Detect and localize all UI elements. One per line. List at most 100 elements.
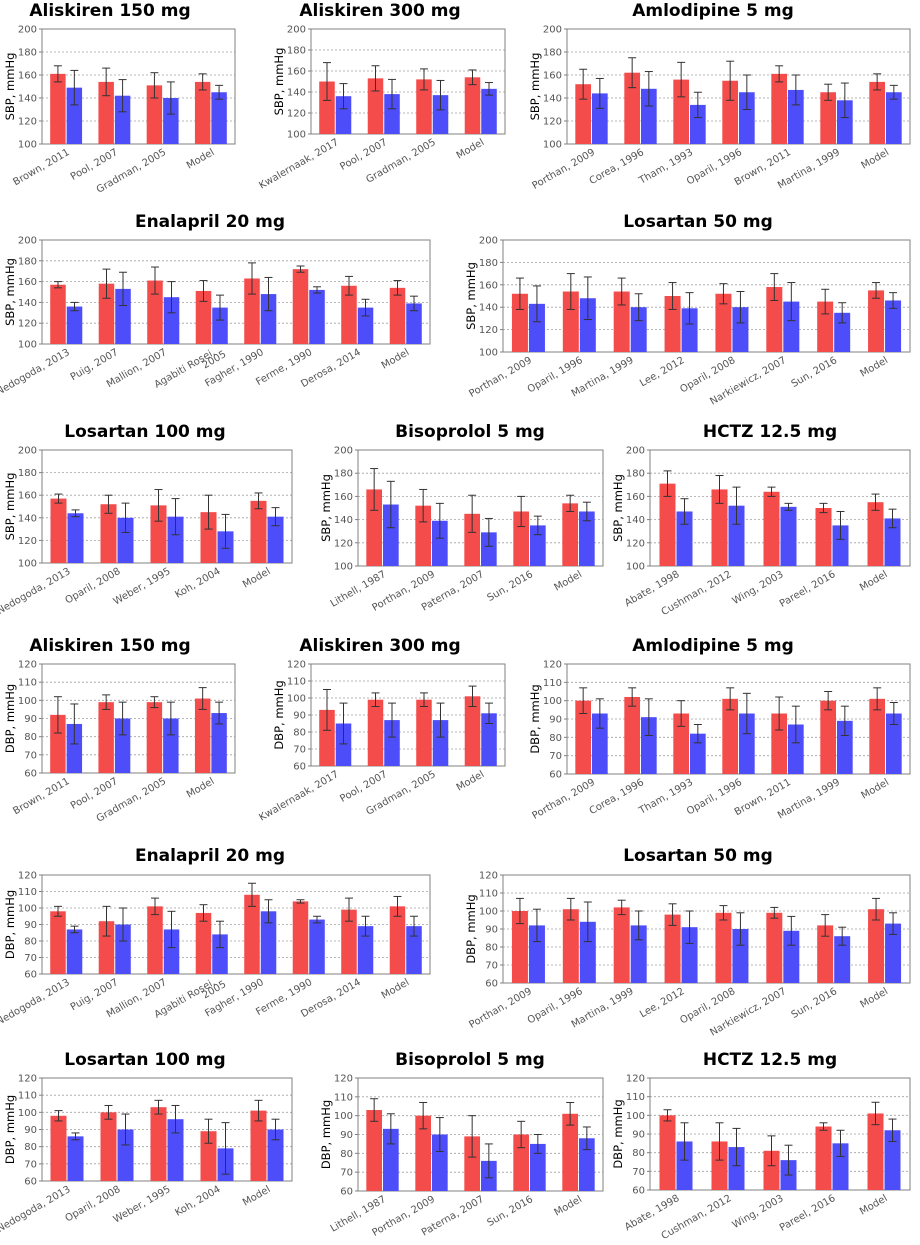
bar-red — [673, 79, 689, 144]
bar-blue — [114, 718, 131, 773]
x-category-label: Corea, 1996 — [588, 777, 646, 817]
bar-red — [244, 894, 260, 974]
bar-red — [366, 1110, 382, 1191]
x-category-label: Model — [858, 1193, 890, 1218]
y-tick-label: 80 — [340, 1149, 353, 1160]
bar-red — [367, 78, 384, 134]
bar-red — [146, 702, 163, 773]
plot-frame — [649, 1077, 911, 1191]
chart-title: Losartan 50 mg — [623, 212, 773, 232]
bar-blue — [115, 924, 131, 974]
bar-blue — [834, 936, 851, 983]
y-axis-label: SBP, mmHg — [464, 262, 478, 330]
y-tick-label: 160 — [18, 71, 37, 82]
y-tick-label: 100 — [287, 694, 306, 705]
bar-red — [817, 925, 834, 983]
x-category-label: Porthan, 2009 — [467, 355, 534, 400]
bar-blue — [530, 1143, 546, 1191]
bar-red — [244, 278, 260, 344]
bar-blue — [528, 925, 545, 983]
plot-frame — [357, 1077, 604, 1192]
chart-title: Aliskiren 150 mg — [29, 636, 190, 656]
bar-red — [613, 907, 630, 983]
x-category-label: Model — [380, 347, 412, 372]
bar-blue — [66, 306, 83, 344]
bar-blue — [260, 911, 277, 974]
chart-panel: Losartan 100 mg 100 120 140 160 180 200 SBP, mm… — [0, 422, 293, 617]
bar-blue — [117, 517, 134, 563]
chart-title: Enalapril 20 mg — [135, 846, 285, 866]
bar-blue — [384, 94, 400, 134]
y-axis-label: SBP, mmHg — [319, 474, 333, 542]
bar-blue — [579, 921, 596, 983]
chart-panel: Bisoprolol 5 mg 60 70 80 90 100 110 120 DBP, mmH… — [319, 1050, 604, 1239]
bar-red — [711, 1141, 728, 1190]
bar-red — [150, 505, 167, 563]
x-category-label: Lee, 2012 — [638, 986, 686, 1020]
chart-panel: Aliskiren 150 mg 60 70 80 90 100 110 120 DBP, mm… — [3, 636, 236, 825]
bar-red — [389, 906, 406, 974]
plot-frame — [41, 874, 431, 975]
y-tick-label: 80 — [293, 728, 306, 739]
y-tick-label: 80 — [549, 733, 562, 744]
bar-blue — [309, 289, 325, 344]
x-category-label: Model — [241, 566, 273, 591]
bar-blue — [780, 506, 797, 566]
y-tick-label: 180 — [334, 469, 353, 480]
y-tick-label: 100 — [334, 562, 353, 573]
y-tick-label: 100 — [334, 1111, 353, 1122]
bar-red — [319, 81, 335, 134]
chart-panel: Aliskiren 300 mg 100 120 140 160 180 200 SBP, m… — [257, 1, 506, 192]
bar-red — [341, 285, 357, 344]
y-tick-label: 180 — [18, 256, 37, 267]
y-axis-label: DBP, mmHg — [319, 1100, 333, 1169]
bar-blue — [837, 720, 853, 774]
x-category-label: Porthan, 2009 — [530, 777, 597, 822]
plot-frame — [41, 239, 431, 345]
y-axis-label: SBP, mmHg — [272, 48, 286, 116]
bar-red — [50, 911, 66, 974]
bar-blue — [212, 934, 228, 974]
bar-blue — [690, 104, 706, 144]
bar-red — [50, 284, 66, 344]
bar-red — [722, 698, 738, 774]
bar-red — [659, 1115, 676, 1190]
bar-red — [715, 912, 732, 983]
bar-blue — [681, 308, 698, 352]
y-tick-label: 100 — [626, 562, 645, 573]
y-tick-label: 180 — [626, 469, 645, 480]
plot-frame — [310, 663, 506, 767]
y-axis-label: SBP, mmHg — [3, 258, 17, 326]
chart-title: HCTZ 12.5 mg — [703, 422, 837, 442]
y-tick-label: 60 — [340, 1187, 353, 1198]
y-tick-label: 60 — [24, 970, 37, 981]
y-tick-label: 120 — [479, 325, 498, 336]
bar-blue — [267, 516, 284, 563]
chart-title: Bisoprolol 5 mg — [395, 1050, 545, 1070]
bar-red — [416, 79, 432, 134]
x-category-label: Koh, 2004 — [173, 566, 222, 601]
bar-red — [562, 503, 578, 566]
x-category-label: Pareel, 2016 — [778, 569, 838, 610]
chart-title: Aliskiren 300 mg — [299, 636, 460, 656]
bar-blue — [67, 1136, 84, 1181]
y-tick-label: 140 — [18, 94, 37, 105]
y-tick-label: 200 — [18, 446, 37, 457]
bar-red — [659, 483, 676, 566]
bar-red — [763, 1150, 780, 1190]
bar-blue — [211, 713, 227, 773]
bar-blue — [432, 95, 449, 134]
x-category-label: Model — [859, 355, 891, 380]
bar-blue — [690, 733, 706, 774]
bar-red — [416, 699, 432, 766]
bar-red — [867, 502, 884, 566]
bar-blue — [832, 525, 849, 566]
y-tick-label: 140 — [334, 515, 353, 526]
bar-blue — [481, 88, 497, 134]
y-tick-label: 70 — [632, 1167, 645, 1178]
bar-blue — [163, 98, 179, 144]
plot-frame — [566, 28, 911, 145]
x-category-label: Wing, 2003 — [731, 1193, 786, 1231]
bar-blue — [885, 300, 902, 352]
